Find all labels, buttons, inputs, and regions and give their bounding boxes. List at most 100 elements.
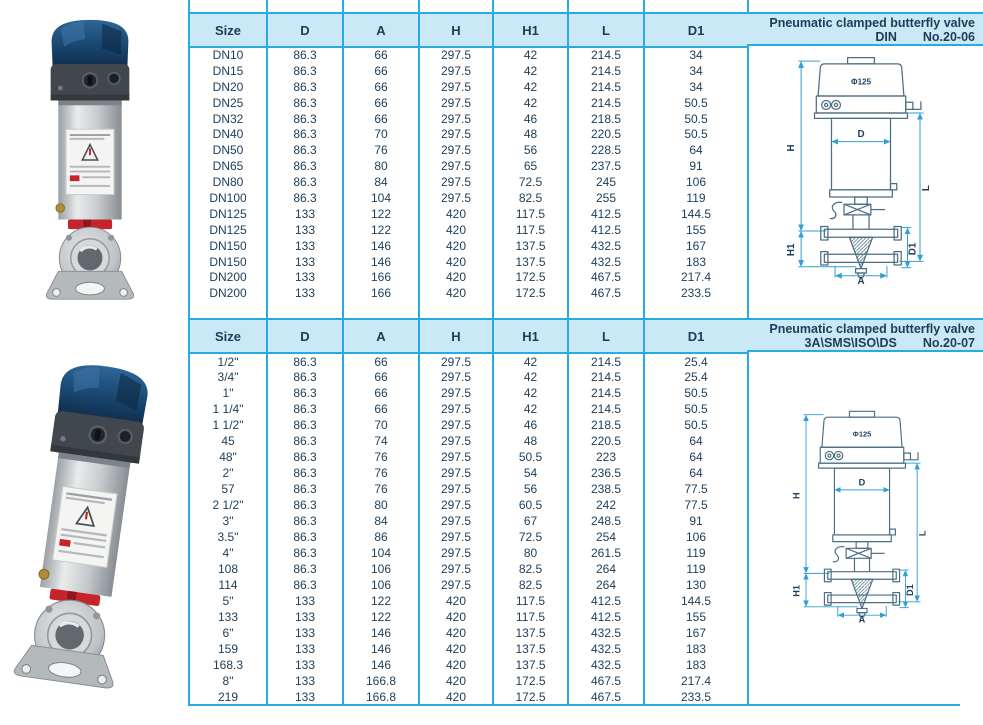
table-row: 8" 133 166.8 420 172.5 467.5 217.4 — [188, 673, 749, 689]
table-cell: 122 — [342, 609, 419, 625]
table-cell: 3" — [188, 513, 267, 529]
table-cell: 86.3 — [266, 62, 343, 79]
table-cell: 172.5 — [492, 285, 568, 302]
d1-label: D1 — [905, 584, 915, 596]
table-cell: 77.5 — [643, 481, 749, 497]
table-cell: 46 — [492, 110, 568, 127]
table-cell: 137.5 — [492, 253, 568, 270]
table-cell: 297.5 — [418, 158, 493, 175]
table-cell: 220.5 — [567, 126, 644, 143]
table-cell: DN200 — [188, 269, 267, 286]
table-cell: 420 — [418, 673, 493, 689]
table-cell: 86.3 — [266, 47, 343, 63]
table-row: 4" 86.3 104 297.5 80 261.5 119 — [188, 545, 749, 561]
table-row: DN25 86.3 66 297.5 42 214.5 50.5 — [188, 94, 749, 111]
table-row: DN200 133 166 420 172.5 467.5 233.5 — [188, 285, 749, 302]
column-header-l: L — [567, 318, 644, 354]
table-cell: 248.5 — [567, 513, 644, 529]
table-cell: 82.5 — [492, 577, 568, 593]
table-cell: 412.5 — [567, 221, 644, 238]
table-cell: 86.3 — [266, 110, 343, 127]
phi-label: Φ125 — [851, 77, 872, 86]
table-cell: 74 — [342, 433, 419, 449]
column-header-size: Size — [188, 12, 267, 48]
table-row: DN50 86.3 76 297.5 56 228.5 64 — [188, 142, 749, 159]
table-cell: 64 — [643, 433, 749, 449]
table-cell: 183 — [643, 253, 749, 270]
table-cell: 86.3 — [266, 190, 343, 206]
table-cell: 66 — [342, 47, 419, 63]
table-row: DN40 86.3 70 297.5 48 220.5 50.5 — [188, 126, 749, 143]
column-header-d1: D1 — [643, 318, 749, 354]
table-cell: 217.4 — [643, 673, 749, 689]
table-cell: 420 — [418, 221, 493, 238]
table-cell: 86.3 — [266, 369, 343, 385]
table-cell: 86.3 — [266, 577, 343, 593]
table-row: 159 133 146 420 137.5 432.5 183 — [188, 641, 749, 657]
table-cell: 233.5 — [643, 689, 749, 705]
table-cell: 50.5 — [643, 94, 749, 111]
d-label: D — [857, 129, 864, 140]
table-cell: 86.3 — [266, 401, 343, 417]
table-cell: 56 — [492, 142, 568, 159]
table-cell: 104 — [342, 190, 419, 206]
table-cell: 80 — [492, 545, 568, 561]
din-panel: Pneumatic clamped butterfly valve DIN No… — [747, 12, 983, 285]
table-cell: 420 — [418, 609, 493, 625]
table-cell: 297.5 — [418, 433, 493, 449]
table-cell: 117.5 — [492, 205, 568, 222]
table-cell: 166.8 — [342, 689, 419, 705]
iso-table-title: Pneumatic clamped butterfly valve 3A\SMS… — [747, 318, 983, 352]
table-row: DN20 86.3 66 297.5 42 214.5 34 — [188, 78, 749, 95]
table-cell: 76 — [342, 449, 419, 465]
table-cell: 155 — [643, 609, 749, 625]
table-cell: 108 — [188, 561, 267, 577]
valve-technical-drawing: Φ125 D H H1 L D1 A — [786, 56, 932, 285]
table-cell: 25.4 — [643, 353, 749, 369]
table-cell: 133 — [266, 657, 343, 673]
table-cell: 122 — [342, 205, 419, 222]
table-cell: 106 — [342, 577, 419, 593]
table-cell: 86.3 — [266, 353, 343, 369]
table-cell: 144.5 — [643, 205, 749, 222]
table-row: 57 86.3 76 297.5 56 238.5 77.5 — [188, 481, 749, 497]
table-cell: 264 — [567, 561, 644, 577]
table-cell: 42 — [492, 47, 568, 63]
table-cell: 64 — [643, 142, 749, 159]
table-cell: 67 — [492, 513, 568, 529]
table-cell: DN100 — [188, 190, 267, 206]
table-row: 5" 133 122 420 117.5 412.5 144.5 — [188, 593, 749, 609]
table-cell: 467.5 — [567, 269, 644, 286]
standard-label: DIN — [875, 30, 897, 44]
table-cell: 297.5 — [418, 47, 493, 63]
table-cell: 86.3 — [266, 513, 343, 529]
column-header-d: D — [266, 318, 343, 354]
table-cell: 133 — [266, 253, 343, 270]
table-cell: 106 — [342, 561, 419, 577]
table-cell: 25.4 — [643, 369, 749, 385]
table-cell: 297.5 — [418, 577, 493, 593]
table-cell: 119 — [643, 561, 749, 577]
table-cell: 297.5 — [418, 529, 493, 545]
table-cell: 155 — [643, 221, 749, 238]
table-cell: 45 — [188, 433, 267, 449]
table-cell: 183 — [643, 641, 749, 657]
pneumatic-valve-photo — [8, 16, 172, 304]
product-photo-upright — [8, 16, 172, 304]
table-cell: 34 — [643, 78, 749, 95]
table-cell: 420 — [418, 285, 493, 302]
table-cell: 166.8 — [342, 673, 419, 689]
table-cell: 297.5 — [418, 401, 493, 417]
h-label: H — [791, 492, 801, 499]
column-header-h: H — [418, 318, 493, 354]
table-cell: 70 — [342, 126, 419, 143]
table-cell: 130 — [643, 577, 749, 593]
table-cell: DN80 — [188, 174, 267, 191]
table-cell: 86.3 — [266, 385, 343, 401]
table-cell: DN20 — [188, 78, 267, 95]
table-cell: 297.5 — [418, 465, 493, 481]
table-cell: DN32 — [188, 110, 267, 127]
table-cell: 297.5 — [418, 545, 493, 561]
table-row: 114 86.3 106 297.5 82.5 264 130 — [188, 577, 749, 593]
table-cell: 297.5 — [418, 369, 493, 385]
